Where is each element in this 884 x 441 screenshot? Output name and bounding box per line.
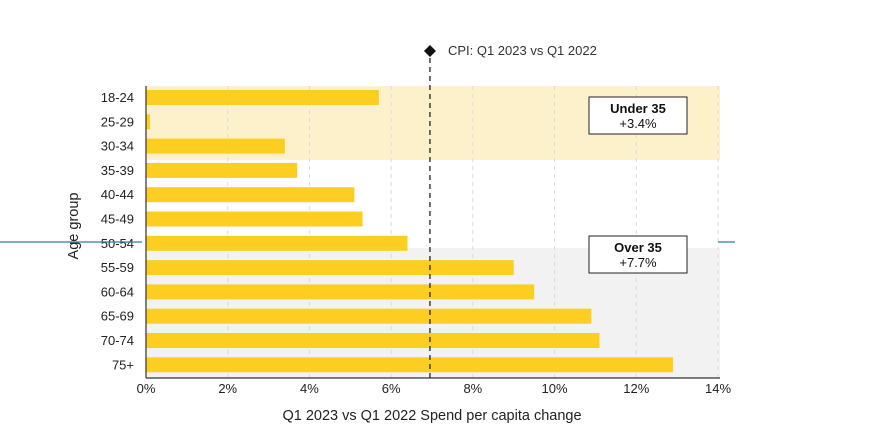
bar-25-29	[146, 114, 151, 130]
under-35-title: Under 35	[610, 101, 666, 116]
cpi-diamond-icon	[423, 45, 436, 57]
x-tick-label: 8%	[463, 381, 482, 396]
x-axis-title: Q1 2023 vs Q1 2022 Spend per capita chan…	[282, 408, 581, 424]
axes: 18-24 25-29 30-34 35-39 40-44 45-49 50-54 55-59…	[101, 86, 731, 396]
bar-30-34	[146, 138, 285, 154]
x-tick-label: 14%	[705, 381, 731, 396]
group-labels: Under 35+3.4% Over 35+7.7%	[588, 96, 688, 274]
axis-titles: Q1 2023 vs Q1 2022 Spend per capita chan…	[66, 193, 582, 424]
bar-75+	[146, 357, 674, 373]
bar-60-64	[146, 284, 535, 300]
bar-65-69	[146, 308, 592, 324]
over-35-box	[588, 235, 688, 274]
under-35-box	[588, 96, 688, 135]
y-tick-label: 60-64	[101, 284, 134, 299]
y-tick-label: 25-29	[101, 114, 134, 129]
y-tick-label: 75+	[112, 357, 134, 372]
cpi-reference: CPI: Q1 2023 vs Q1 2022	[0, 43, 735, 378]
over-35-title: Over 35	[614, 240, 662, 255]
x-tick-label: 0%	[137, 381, 156, 396]
bar-55-59	[146, 260, 514, 276]
x-tick-label: 12%	[623, 381, 649, 396]
y-tick-label: 50-54	[101, 236, 134, 251]
y-tick-label: 65-69	[101, 309, 134, 324]
y-tick-label: 30-34	[101, 139, 134, 154]
over-35-value: +7.7%	[619, 255, 657, 270]
bar-50-54	[146, 235, 408, 251]
y-tick-label: 70-74	[101, 333, 134, 348]
y-tick-label: 45-49	[101, 212, 134, 227]
x-tick-label: 6%	[382, 381, 401, 396]
y-tick-label: 35-39	[101, 163, 134, 178]
x-tick-label: 4%	[300, 381, 319, 396]
y-tick-label: 55-59	[101, 260, 134, 275]
bar-18-24	[146, 90, 379, 105]
x-tick-label: 2%	[218, 381, 237, 396]
y-tick-label: 18-24	[101, 90, 134, 105]
bar-45-49	[146, 211, 363, 227]
y-tick-label: 40-44	[101, 187, 134, 202]
x-tick-label: 10%	[542, 381, 568, 396]
under-35-value: +3.4%	[619, 116, 657, 131]
bar-40-44	[146, 187, 355, 203]
bars	[146, 90, 674, 373]
bar-35-39	[146, 162, 298, 178]
y-axis-title: Age group	[66, 193, 82, 260]
cpi-label: CPI: Q1 2023 vs Q1 2022	[448, 43, 597, 58]
bar-70-74	[146, 333, 600, 348]
grid-lines	[227, 86, 719, 378]
